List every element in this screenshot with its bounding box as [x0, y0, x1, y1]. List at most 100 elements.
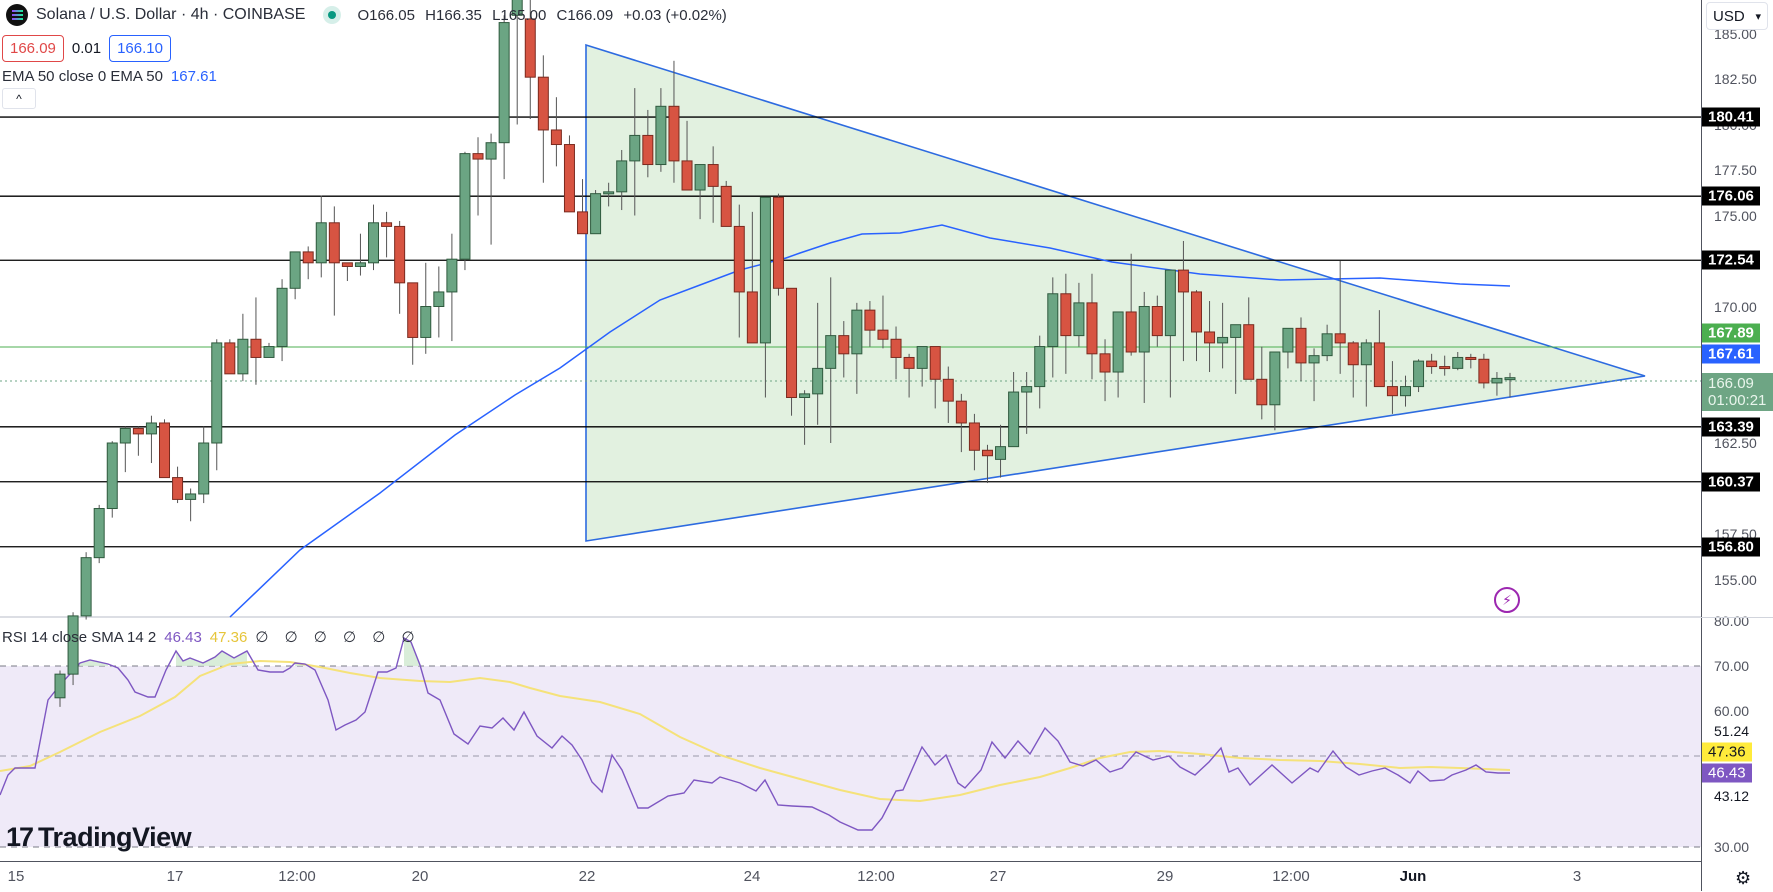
rsi-tick: 80.00 [1714, 612, 1750, 629]
candle-countdown: 01:00:21 [1708, 392, 1767, 409]
price-tick: 182.50 [1714, 71, 1757, 87]
candle [1204, 331, 1216, 344]
candle [603, 191, 615, 195]
candle [537, 76, 549, 131]
candle [145, 422, 157, 435]
price-chart[interactable] [0, 0, 1701, 861]
candle [1373, 342, 1385, 388]
candle [1295, 327, 1307, 364]
open-value: 166.05 [369, 6, 415, 24]
candle [1504, 377, 1516, 381]
candle [864, 309, 876, 331]
green-line-price-tag: 167.89 [1702, 323, 1760, 343]
candle [929, 346, 941, 380]
chevron-up-icon: ^ [16, 91, 22, 106]
rsi-lower-label: 43.12 [1714, 788, 1750, 804]
candle [119, 427, 131, 444]
rsi-value-tag: 46.43 [1702, 763, 1752, 783]
symbol-title[interactable]: Solana / U.S. Dollar · 4h · COINBASE [36, 6, 306, 23]
candle [498, 22, 510, 144]
candle [1073, 302, 1085, 337]
market-open-status-icon[interactable] [323, 6, 342, 24]
rsi-tick: 30.00 [1714, 839, 1750, 855]
candle [224, 342, 236, 375]
candle [1008, 391, 1020, 448]
candle [799, 393, 811, 398]
candle [459, 153, 471, 260]
candle [1112, 311, 1124, 373]
candle [1321, 333, 1333, 357]
candle [550, 129, 562, 146]
candle [407, 282, 419, 338]
rsi-legend[interactable]: RSI 14 close SMA 14 2 46.43 47.36 ∅ ∅ ∅ ∅ ∅… [2, 628, 421, 646]
candle [629, 134, 641, 162]
collapse-legend-button[interactable]: ^ [2, 88, 36, 109]
candle [211, 342, 223, 444]
candle [328, 222, 340, 264]
candle [1125, 311, 1137, 353]
candle [968, 422, 980, 451]
rsi-sma-line [0, 659, 1511, 803]
candle [1360, 342, 1372, 366]
candle [577, 211, 589, 235]
price-tick: 162.50 [1714, 435, 1757, 451]
time-tick: 12:00 [1272, 868, 1310, 885]
rsi-sma-tag: 47.36 [1702, 742, 1752, 762]
candle [354, 262, 366, 267]
candle [446, 258, 458, 293]
price-tick: 155.00 [1714, 571, 1757, 588]
candle [1164, 269, 1176, 337]
price-tick: 177.50 [1714, 162, 1757, 178]
candle [616, 160, 628, 193]
rsi-legend-label: RSI 14 close SMA 14 2 [2, 629, 157, 646]
time-tick: 24 [743, 868, 761, 885]
candle [563, 144, 575, 213]
ohlc-values: O166.05 H166.35 L165.00 C166.09 +0.03 (+… [357, 6, 727, 24]
candle [524, 18, 536, 78]
solana-logo-icon [6, 4, 28, 26]
buy-price-button[interactable]: 166.10 [109, 35, 171, 62]
candle [93, 508, 105, 559]
lightning-alert-icon[interactable]: ⚡ [1494, 587, 1520, 613]
ema-price-tag: 167.61 [1702, 344, 1760, 364]
time-tick: 22 [578, 868, 596, 885]
candle [1426, 360, 1438, 368]
candle [420, 306, 432, 338]
price-axis[interactable]: 185.00182.50180.00177.50175.00170.00162.… [1701, 0, 1773, 891]
candle [720, 185, 732, 227]
candle [341, 262, 353, 267]
candle [838, 335, 850, 355]
support-resistance-levels [0, 116, 1701, 548]
candle [1217, 336, 1229, 344]
sell-price-button[interactable]: 166.09 [2, 35, 64, 62]
rsi-empty-values: ∅ ∅ ∅ ∅ ∅ ∅ [255, 629, 421, 646]
candle [1021, 386, 1033, 393]
time-axis[interactable]: 15 17 12:00 20 22 24 12:00 27 29 12:00 Jun 3 [0, 861, 1701, 892]
candle [1269, 351, 1281, 406]
candle [80, 557, 92, 617]
candle [955, 400, 967, 424]
candle [381, 222, 393, 227]
candle [67, 615, 79, 675]
tradingview-text: TradingView [38, 822, 192, 852]
candle [54, 673, 66, 699]
ema-legend[interactable]: EMA 50 close 0 EMA 50 167.61 [2, 68, 217, 85]
candle [916, 346, 928, 369]
candle [198, 442, 210, 495]
rsi-legend-value: 46.43 [164, 629, 202, 646]
time-tick: 20 [411, 868, 429, 885]
currency-select[interactable]: USD ▾ [1706, 2, 1768, 30]
level-price-tag: 163.39 [1702, 417, 1760, 437]
candle [106, 442, 118, 510]
level-price-tag: 180.41 [1702, 107, 1760, 127]
candle [472, 153, 484, 160]
candle [1308, 355, 1320, 364]
time-tick: 12:00 [857, 868, 895, 885]
symmetrical-triangle-pattern[interactable] [585, 43, 1646, 542]
candle [1347, 342, 1359, 366]
time-tick: Jun [1399, 868, 1427, 885]
candle [1243, 324, 1255, 380]
candle [1099, 353, 1111, 373]
settings-gear-icon[interactable]: ⚙ [1735, 868, 1752, 888]
candle [903, 356, 915, 369]
